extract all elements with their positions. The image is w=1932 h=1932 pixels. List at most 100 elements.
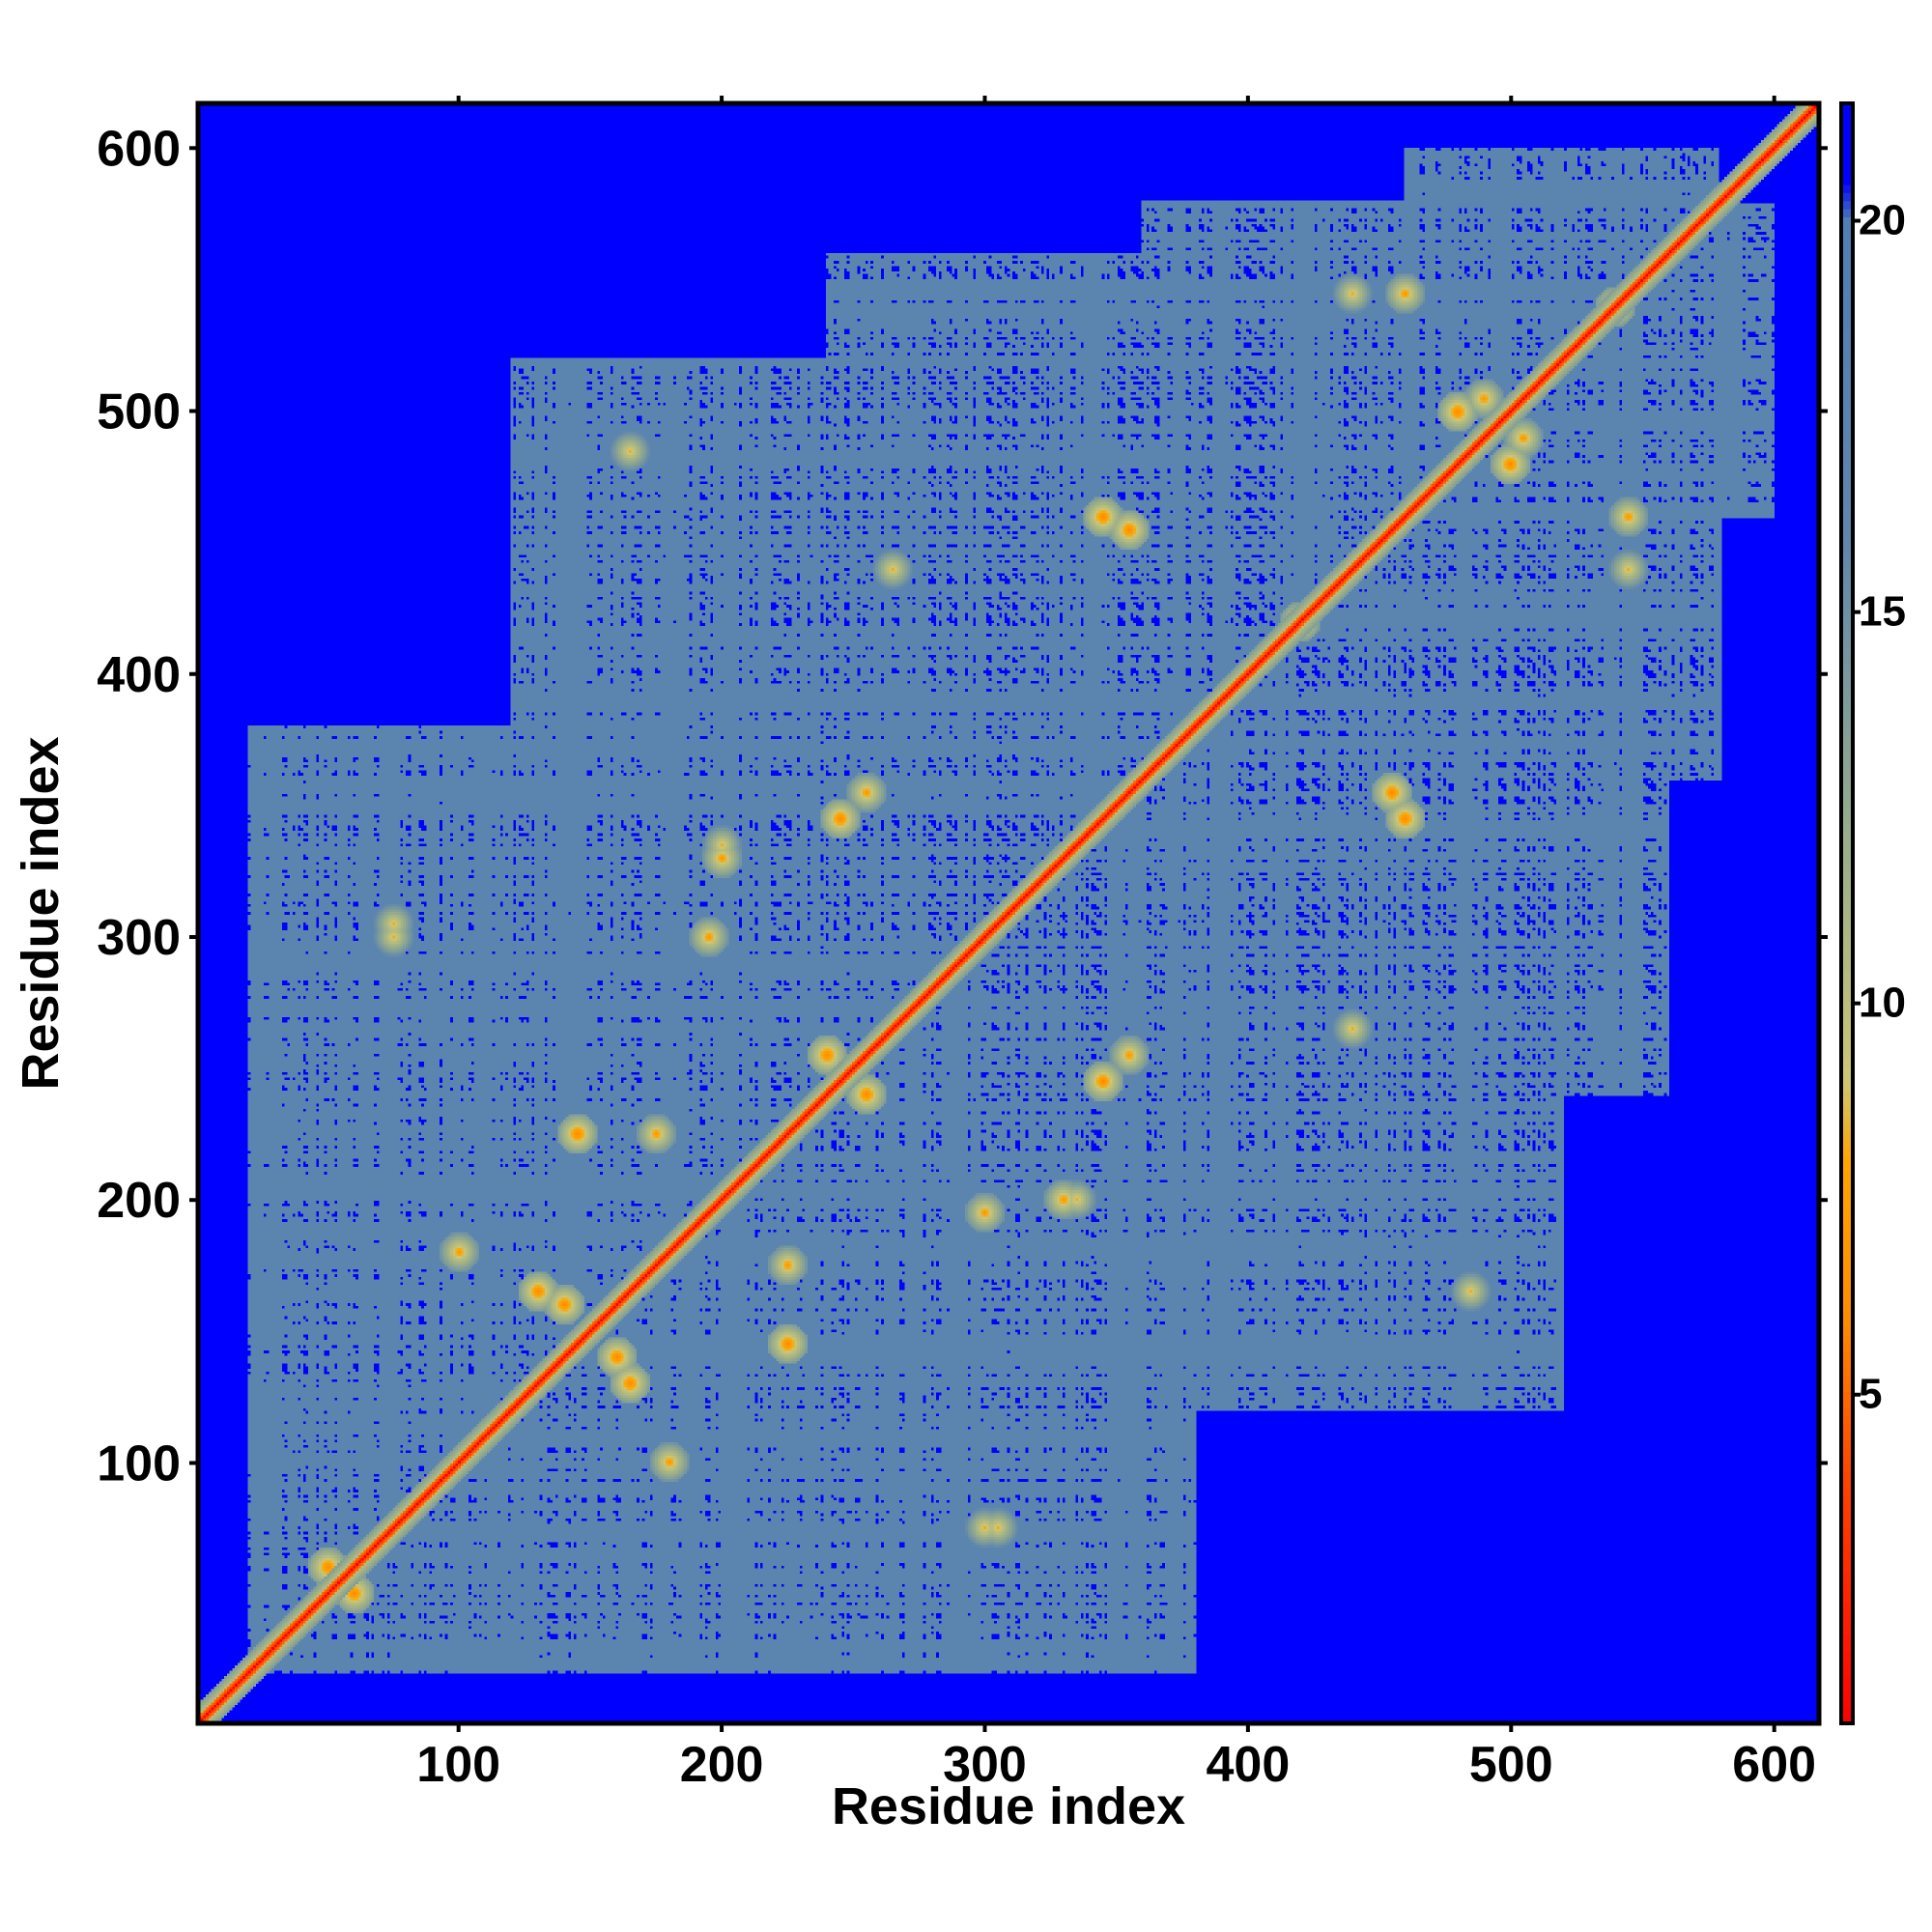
colorbar-segment	[1841, 1496, 1853, 1506]
colorbar-segment	[1841, 200, 1853, 210]
colorbar-segment	[1841, 1262, 1853, 1271]
colorbar-segment	[1841, 1715, 1853, 1724]
colorbar-segment	[1841, 265, 1853, 274]
colorbar-segment	[1841, 719, 1853, 728]
colorbar-segment	[1841, 135, 1853, 145]
colorbar-segment	[1841, 492, 1853, 501]
colorbar-segment	[1841, 362, 1853, 372]
colorbar-segment	[1841, 1666, 1853, 1676]
colorbar-segment	[1841, 1253, 1853, 1263]
colorbar-segment	[1841, 1463, 1853, 1473]
x-tick-label: 100	[416, 1737, 500, 1793]
colorbar-segment	[1841, 1051, 1853, 1061]
colorbar-segment	[1841, 1472, 1853, 1482]
colorbar-segment	[1841, 152, 1853, 161]
colorbar-segment	[1841, 832, 1853, 841]
colorbar-segment	[1841, 394, 1853, 404]
colorbar-segment	[1841, 1140, 1853, 1150]
colorbar-segment	[1841, 1537, 1853, 1547]
x-axis: 100 200 300 400 500 600	[416, 96, 1816, 1793]
colorbar-segment	[1841, 1512, 1853, 1521]
colorbar-segment	[1841, 743, 1853, 753]
colorbar-segment	[1841, 556, 1853, 566]
colorbar-frame	[1839, 101, 1855, 1725]
colorbar-segment	[1841, 427, 1853, 437]
colorbar-segment	[1841, 443, 1853, 453]
colorbar-segment	[1841, 1569, 1853, 1578]
colorbar-segment	[1841, 1156, 1853, 1166]
colorbar-segment	[1841, 540, 1853, 550]
colorbar-segment	[1841, 475, 1853, 485]
colorbar-segment	[1841, 1188, 1853, 1198]
colorbar-segment	[1841, 573, 1853, 582]
colorbar-segment	[1841, 1609, 1853, 1619]
colorbar-segment	[1841, 800, 1853, 810]
colorbar-segment	[1841, 289, 1853, 298]
colorbar-segment	[1841, 726, 1853, 736]
colorbar-segment	[1841, 1423, 1853, 1433]
y-tick-label: 200	[97, 1173, 181, 1229]
colorbar-segment	[1841, 929, 1853, 939]
colorbar-segment	[1841, 953, 1853, 963]
colorbar-segment	[1841, 1221, 1853, 1231]
colorbar-segment	[1841, 1520, 1853, 1530]
colorbar-segment	[1841, 662, 1853, 671]
colorbar-segment	[1841, 678, 1853, 688]
colorbar-segment	[1841, 1277, 1853, 1287]
colorbar-segment	[1841, 783, 1853, 793]
colorbar-segment	[1841, 1042, 1853, 1052]
colorbar-segment	[1841, 913, 1853, 923]
colorbar-segment	[1841, 994, 1853, 1004]
colorbar-segment	[1841, 1236, 1853, 1246]
colorbar-segment	[1841, 273, 1853, 283]
colorbar-segment	[1841, 1010, 1853, 1020]
colorbar-segment	[1841, 985, 1853, 995]
colorbar-segment	[1841, 1212, 1853, 1222]
colorbar-segment	[1841, 305, 1853, 315]
colorbar-segment	[1841, 848, 1853, 858]
colorbar-segment	[1841, 1642, 1853, 1652]
colorbar-segment	[1841, 775, 1853, 784]
colorbar-segment	[1841, 1504, 1853, 1514]
colorbar-segment	[1841, 111, 1853, 121]
colorbar-segment	[1841, 978, 1853, 987]
colorbar-segment	[1841, 1456, 1853, 1465]
heatmap-layer	[198, 103, 1819, 1723]
colorbar-segment	[1841, 1382, 1853, 1392]
colorbar-segment	[1841, 1269, 1853, 1279]
colorbar-segment	[1841, 1358, 1853, 1368]
x-axis-title: Residue index	[832, 1777, 1185, 1835]
colorbar-segment	[1841, 216, 1853, 226]
colorbar-segment	[1841, 1528, 1853, 1538]
colorbar-segment	[1841, 1634, 1853, 1643]
colorbar-segment	[1841, 192, 1853, 202]
colorbar-segment	[1841, 669, 1853, 679]
colorbar-segment	[1841, 1318, 1853, 1327]
colorbar-segment	[1841, 1107, 1853, 1117]
colorbar-segment	[1841, 1650, 1853, 1660]
colorbar-segment	[1841, 896, 1853, 906]
colorbar-segment	[1841, 346, 1853, 355]
colorbar-segment	[1841, 403, 1853, 412]
colorbar-segment	[1841, 1577, 1853, 1587]
colorbar-segment	[1841, 224, 1853, 234]
colorbar-segment	[1841, 1326, 1853, 1336]
colorbar-segment	[1841, 1626, 1853, 1635]
colorbar-segment	[1841, 1075, 1853, 1085]
colorbar-segment	[1841, 1399, 1853, 1408]
colorbar-segment	[1841, 468, 1853, 477]
colorbar-segment	[1841, 1415, 1853, 1425]
colorbar-segment	[1841, 581, 1853, 590]
colorbar-segment	[1841, 1148, 1853, 1157]
colorbar-segment	[1841, 1301, 1853, 1311]
colorbar-segment	[1841, 184, 1853, 193]
colorbar-segment	[1841, 1099, 1853, 1109]
colorbar-segment	[1841, 379, 1853, 388]
colorbar-segment	[1841, 1488, 1853, 1497]
colorbar-segment	[1841, 1658, 1853, 1667]
colorbar-segment	[1841, 1026, 1853, 1036]
colorbar-segment	[1841, 119, 1853, 128]
colorbar-segment	[1841, 970, 1853, 980]
colorbar-segment	[1841, 1391, 1853, 1401]
